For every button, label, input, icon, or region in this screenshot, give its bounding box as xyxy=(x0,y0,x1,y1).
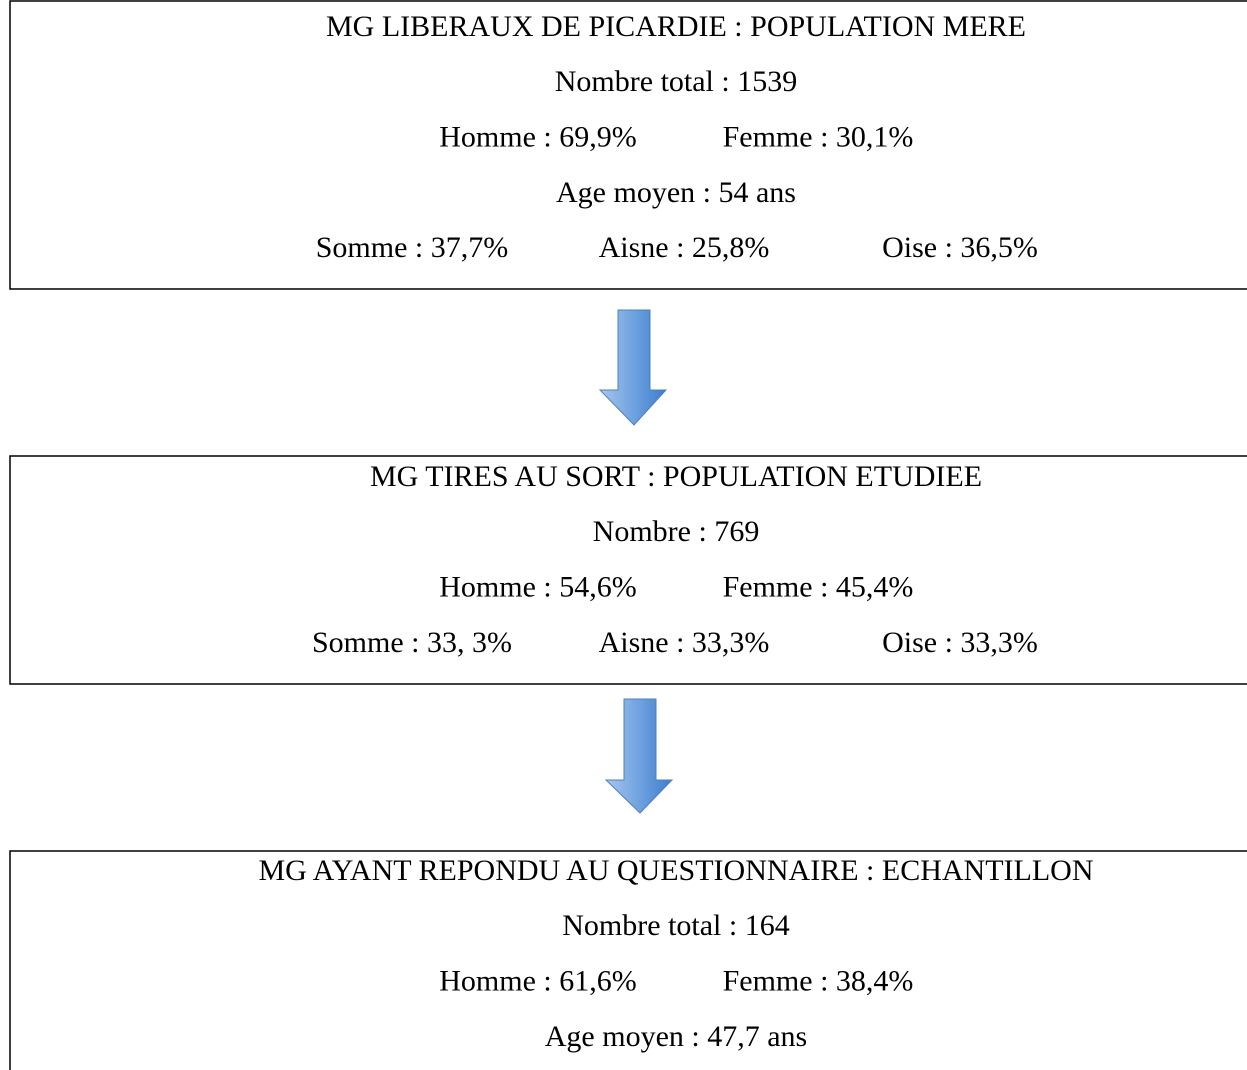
stat-text: Nombre total : 164 xyxy=(562,909,789,942)
stat-text: Homme : 61,6% xyxy=(439,964,636,997)
stat-text: Homme : 69,9% xyxy=(439,120,636,153)
down-arrow xyxy=(604,698,674,814)
stat-text: Aisne : 25,8% xyxy=(599,231,770,264)
stat-text: Femme : 30,1% xyxy=(723,120,914,153)
box-border xyxy=(9,455,1247,685)
stat-text: Somme : 33, 3% xyxy=(312,626,512,659)
box-title: MG LIBERAUX DE PICARDIE : POPULATION MER… xyxy=(326,10,1026,43)
stat-text: Age moyen : 47,7 ans xyxy=(545,1020,807,1053)
box-border xyxy=(9,850,1247,1070)
box-title: MG TIRES AU SORT : POPULATION ETUDIEE xyxy=(370,460,982,493)
stat-text: Nombre total : 1539 xyxy=(555,65,797,98)
box-border xyxy=(9,0,1247,290)
stat-text: Aisne : 33,3% xyxy=(599,626,770,659)
stat-text: Oise : 36,5% xyxy=(882,231,1038,264)
stat-text: Femme : 38,4% xyxy=(723,964,914,997)
stat-text: Somme : 37,7% xyxy=(316,231,509,264)
stat-text: Age moyen : 54 ans xyxy=(556,176,796,209)
box-title: MG AYANT REPONDU AU QUESTIONNAIRE : ECHA… xyxy=(258,854,1093,887)
stat-text: Nombre : 769 xyxy=(593,515,760,548)
stat-text: Femme : 45,4% xyxy=(723,570,914,603)
stat-text: Homme : 54,6% xyxy=(439,570,636,603)
stat-text: Oise : 33,3% xyxy=(882,626,1038,659)
down-arrow xyxy=(598,309,668,426)
